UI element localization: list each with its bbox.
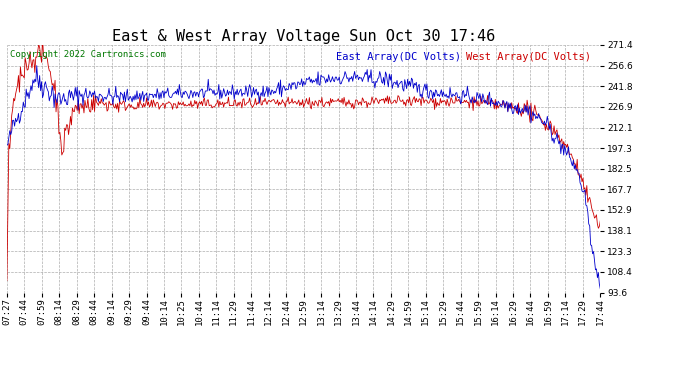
Title: East & West Array Voltage Sun Oct 30 17:46: East & West Array Voltage Sun Oct 30 17:… [112,29,495,44]
Legend: East Array(DC Volts), West Array(DC Volts): East Array(DC Volts), West Array(DC Volt… [332,48,595,66]
Text: Copyright 2022 Cartronics.com: Copyright 2022 Cartronics.com [10,50,166,59]
